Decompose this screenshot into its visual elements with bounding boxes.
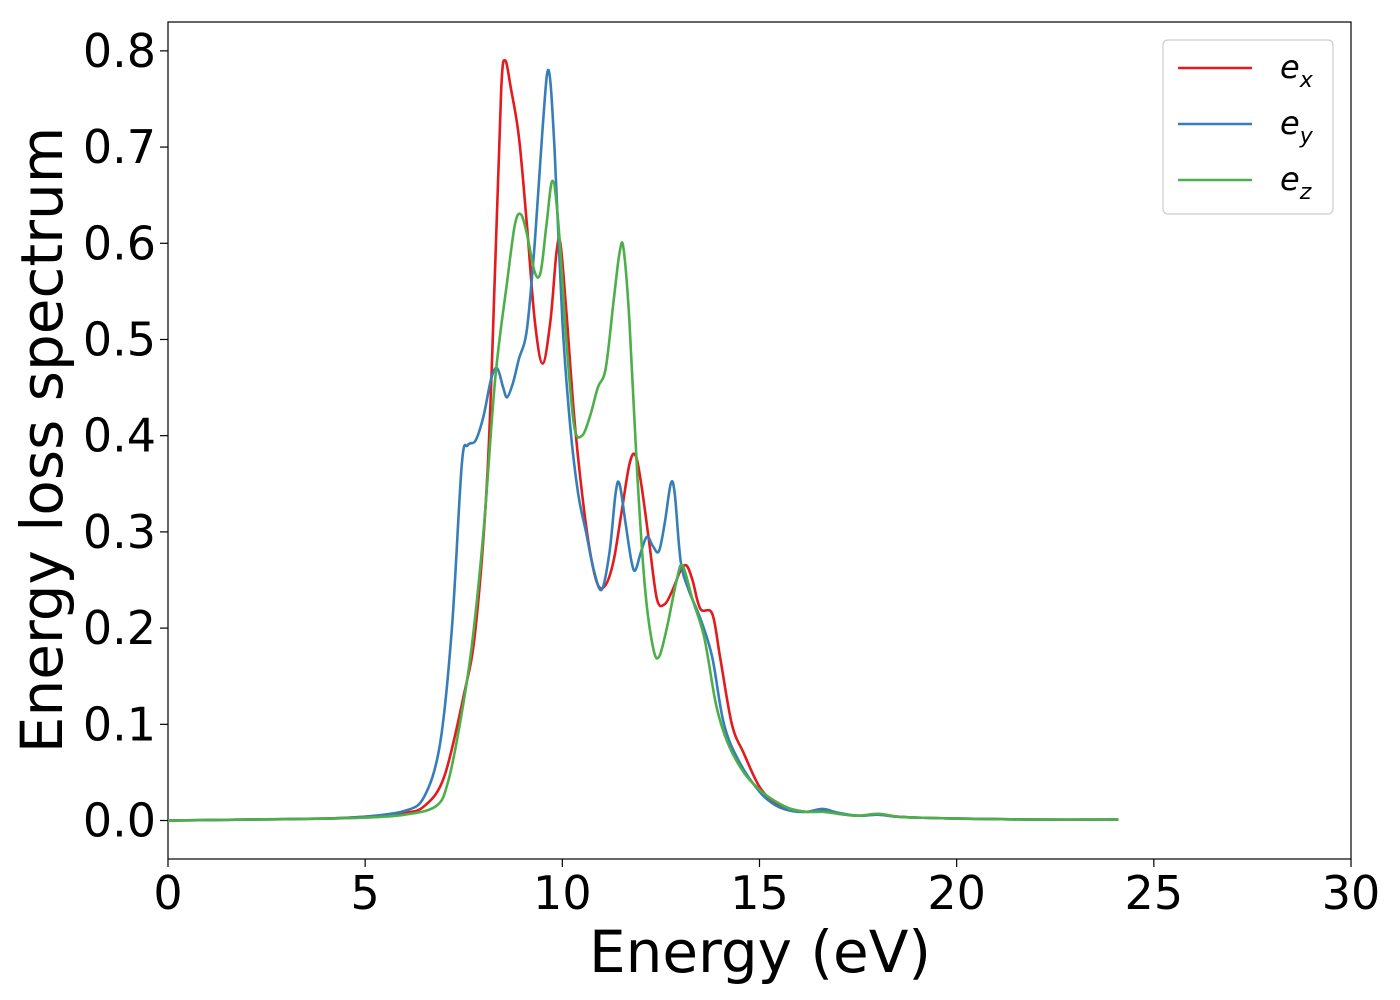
series-line-e-y [167,68,1119,822]
x-tick-label: 30 [1322,866,1381,920]
x-tick-label: 25 [1125,866,1184,920]
series-line-e-z [167,179,1119,822]
plot-area [167,21,1352,860]
y-axis-ticks: 0.0 0.1 0.2 0.3 0.4 0.5 0.6 0.7 0.8 [83,24,168,848]
legend-label-e-z: ez [1280,160,1312,205]
y-tick-label: 0.3 [83,505,156,559]
legend-label-e-y: ey [1280,104,1314,149]
y-tick-label: 0.0 [83,794,156,848]
legend-label-e-x: ex [1280,48,1314,93]
y-tick-label: 0.6 [83,216,156,270]
x-tick-label: 10 [533,866,592,920]
y-tick-label: 0.7 [83,120,156,174]
y-tick-label: 0.5 [83,312,156,366]
series-group [167,58,1119,822]
y-axis-title: Energy loss spectrum [8,127,76,753]
x-tick-label: 15 [730,866,789,920]
x-tick-label: 20 [927,866,986,920]
legend-frame [1162,39,1334,215]
x-axis-title: Energy (eV) [589,918,931,986]
y-tick-label: 0.8 [83,24,156,78]
x-axis-ticks: 0 5 10 15 20 25 30 [153,859,1380,920]
y-tick-label: 0.2 [83,601,156,655]
legend: ex ey ez [1162,39,1334,215]
y-tick-label: 0.1 [83,697,156,751]
y-tick-label: 0.4 [83,409,156,463]
x-tick-label: 5 [351,866,380,920]
x-tick-label: 0 [153,866,182,920]
